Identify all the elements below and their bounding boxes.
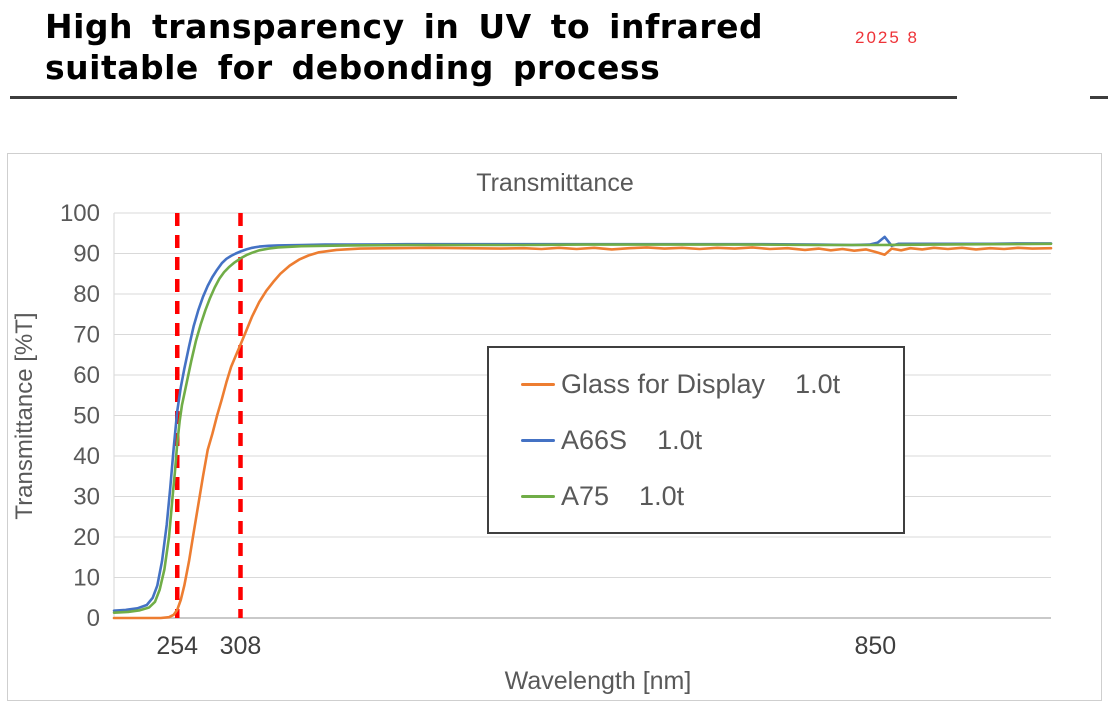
legend-series-name: A66S xyxy=(561,424,628,455)
y-tick-label: 40 xyxy=(73,443,100,470)
chart-panel: 0 10 20 30 40 50 60 70 80 90 100 254 308 850 Transmitt… xyxy=(7,153,1102,701)
page-title: High transparency in UV to infrared suita… xyxy=(45,6,865,88)
y-tick-label: 0 xyxy=(87,605,100,632)
y-tick-label: 70 xyxy=(73,322,100,349)
x-axis-title: Wavelength [nm] xyxy=(505,667,692,695)
page-title-line-1: High transparency in UV to infrared xyxy=(45,7,764,46)
legend-series-name: Glass for Display xyxy=(561,368,766,399)
legend-swatch-line xyxy=(521,438,555,442)
y-tick-label: 20 xyxy=(73,524,100,551)
chart-legend: Glass for Display 1.0t A66S 1.0t A75 1.0… xyxy=(487,346,905,534)
legend-row: Glass for Display 1.0t xyxy=(521,368,903,399)
x-tick-label: 308 xyxy=(220,632,262,660)
y-tick-label: 30 xyxy=(73,484,100,511)
title-rule xyxy=(10,96,957,99)
y-tick-label: 50 xyxy=(73,403,100,430)
series-line-a75-1-0t xyxy=(112,242,1053,615)
chart-title: Transmittance xyxy=(476,169,633,197)
title-rule-right xyxy=(1090,96,1108,99)
y-axis-title: Transmittance [%T] xyxy=(11,312,38,519)
y-tick-label: 60 xyxy=(73,362,100,389)
series-line-a66s-1-0t xyxy=(112,235,1053,613)
y-tick-label: 80 xyxy=(73,281,100,308)
legend-series-thickness: 1.0t xyxy=(657,424,703,455)
date-note: 2025 8 xyxy=(855,28,919,47)
series-line-glass-for-display-1-0t xyxy=(112,246,1053,620)
x-tick-label: 254 xyxy=(156,632,198,660)
page-title-line-2: suitable for debonding process xyxy=(45,48,661,87)
y-tick-label: 10 xyxy=(73,565,100,592)
legend-series-thickness: 1.0t xyxy=(639,480,685,511)
legend-row: A66S 1.0t xyxy=(521,424,903,455)
y-tick-label: 90 xyxy=(73,241,100,268)
slide-header: High transparency in UV to infrared suita… xyxy=(45,6,865,88)
legend-series-name: A75 xyxy=(561,480,610,511)
legend-swatch-line xyxy=(521,494,555,498)
legend-row: A75 1.0t xyxy=(521,480,903,511)
y-tick-label: 100 xyxy=(60,200,100,227)
legend-swatch-line xyxy=(521,382,555,386)
legend-series-thickness: 1.0t xyxy=(795,368,841,399)
x-tick-label: 850 xyxy=(854,632,896,660)
